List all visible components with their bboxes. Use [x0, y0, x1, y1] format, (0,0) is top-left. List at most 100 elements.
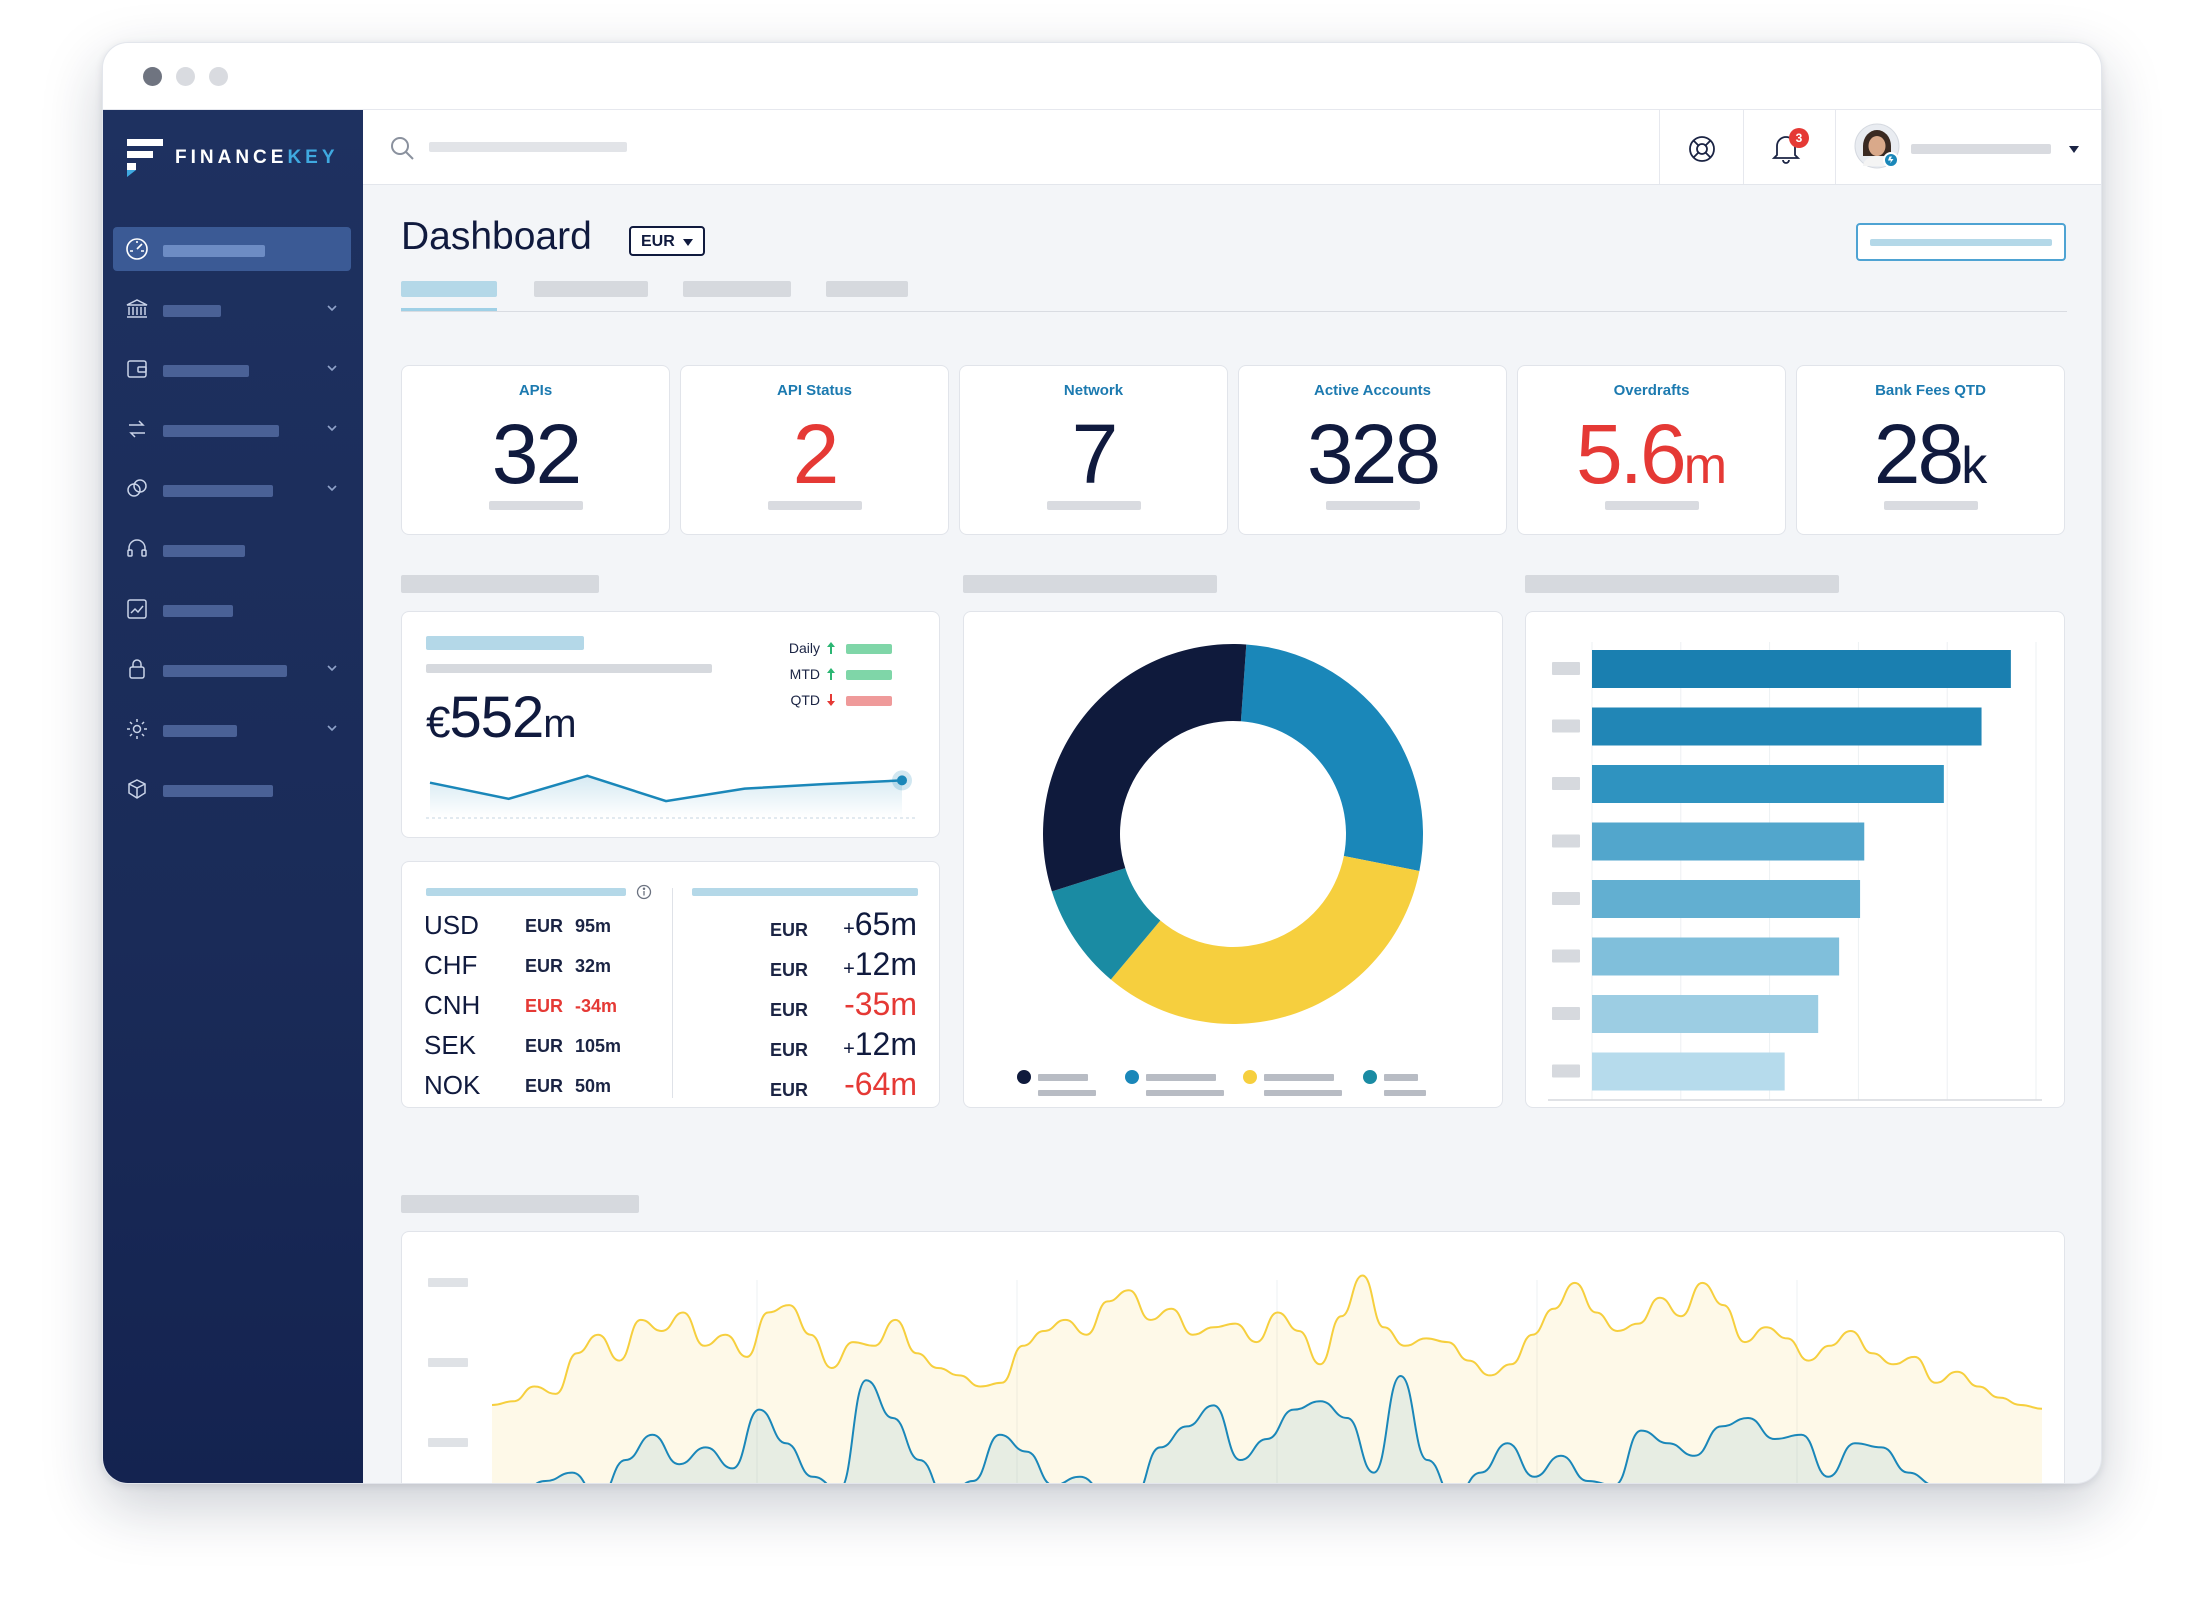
area-chart-card[interactable] [401, 1231, 2065, 1484]
cube-icon [128, 779, 146, 799]
search-icon[interactable] [389, 135, 415, 161]
bar[interactable] [1592, 995, 1819, 1033]
bar-chart-card[interactable] [1525, 611, 2065, 1108]
donut-slice[interactable] [1043, 644, 1247, 892]
y-tick-label [1552, 719, 1580, 733]
bar[interactable] [1592, 765, 1944, 803]
fx-currency-code: USD [424, 910, 479, 940]
page-title: Dashboard [401, 215, 592, 258]
chevron-down-icon [327, 725, 337, 732]
sidebar: FINANCEKEY [103, 110, 363, 1483]
tab-bar [401, 271, 2067, 312]
window-control-minimize[interactable] [176, 67, 195, 86]
tab-4[interactable] [826, 271, 908, 311]
bar-chart [1548, 642, 2042, 1101]
sidebar-item-dashboard[interactable] [113, 227, 351, 271]
kpi-card-bank-fees[interactable]: Bank Fees QTD 28k [1796, 365, 2065, 535]
notifications-button[interactable]: 3 [1769, 128, 1813, 168]
tab-2[interactable] [534, 271, 648, 311]
kpi-label: APIs [518, 382, 553, 399]
sparkline-area [430, 775, 902, 818]
tab-3[interactable] [683, 271, 791, 311]
caret-down-icon [2069, 146, 2079, 153]
area-chart [428, 1274, 2043, 1484]
fx-base-currency: EUR [525, 1036, 564, 1056]
arrow-down-icon [827, 694, 835, 706]
sidebar-item-wallet[interactable] [113, 347, 351, 391]
sidebar-item-exchange[interactable] [113, 467, 351, 511]
header-action-button[interactable] [1856, 223, 2066, 261]
balance-value: €552m [426, 685, 577, 750]
trend-label-daily: Daily [788, 640, 820, 656]
user-menu[interactable] [1853, 120, 2093, 174]
kpi-card-api-status[interactable]: API Status 2 [680, 365, 949, 535]
tab-1[interactable] [401, 271, 497, 311]
support-lifebuoy-icon[interactable] [1687, 134, 1717, 164]
y-tick-label [1552, 777, 1580, 790]
fx-card[interactable]: USD EUR 95m CHF EUR 32m CNH EUR -34m SEK EUR 105m NO… [401, 861, 940, 1108]
search-input[interactable] [429, 142, 627, 152]
report-icon [127, 599, 147, 619]
kpi-card-overdrafts[interactable]: Overdrafts 5.6m [1517, 365, 1786, 535]
sidebar-item-reports[interactable] [113, 587, 351, 631]
legend-swatch [1363, 1070, 1377, 1084]
y-tick-label [1552, 834, 1580, 848]
kpi-value: 28k [1873, 407, 1988, 501]
window-control-close[interactable] [143, 67, 162, 86]
bank-icon [126, 299, 148, 318]
chevron-down-icon [327, 485, 337, 492]
kpi-label: Active Accounts [1314, 382, 1431, 399]
fx-base-currency: EUR [525, 956, 564, 976]
fx-delta-currency: EUR [770, 1040, 809, 1060]
kpi-card-network[interactable]: Network 7 [959, 365, 1228, 535]
donut-slice[interactable] [1110, 855, 1420, 1024]
area-fill [492, 1275, 2042, 1483]
sidebar-item-banks[interactable] [113, 287, 351, 331]
chevron-down-icon [327, 305, 337, 312]
bar[interactable] [1592, 1052, 1785, 1091]
fx-amount: 95m [575, 916, 612, 936]
donut-slice[interactable] [1051, 868, 1161, 980]
sidebar-item-security[interactable] [113, 647, 351, 691]
window-control-maximize[interactable] [209, 67, 228, 86]
balance-card[interactable]: €552m Daily MTD QTD [401, 611, 940, 838]
fx-delta-currency: EUR [770, 920, 809, 940]
caret-down-icon [683, 239, 693, 246]
bar[interactable] [1592, 822, 1865, 861]
chevron-down-icon [327, 365, 337, 372]
legend-sublabel [1038, 1090, 1096, 1096]
fx-delta-value: -64m [844, 1066, 917, 1102]
headset-icon [127, 539, 147, 557]
gear-icon [127, 719, 147, 739]
info-icon[interactable] [636, 884, 652, 900]
y-tick-label [428, 1438, 468, 1447]
sidebar-item-integrations[interactable] [113, 767, 351, 811]
y-tick-label [428, 1278, 468, 1287]
donut-card[interactable] [963, 611, 1503, 1108]
fx-currency-code: NOK [424, 1070, 481, 1100]
balance-sparkline [426, 770, 916, 819]
area-line[interactable] [491, 1274, 2043, 1410]
bar[interactable] [1592, 937, 1840, 976]
fx-delta-value: +12m [843, 946, 917, 982]
y-tick-label [1552, 1007, 1580, 1020]
bar[interactable] [1592, 650, 2011, 688]
kpi-card-active-accounts[interactable]: Active Accounts 328 [1238, 365, 1507, 535]
legend-label [1146, 1074, 1216, 1081]
section-heading-ranking [1525, 575, 1839, 593]
currency-select[interactable]: EUR [629, 226, 705, 256]
fx-currency-code: SEK [424, 1030, 477, 1060]
kpi-card-apis[interactable]: APIs 32 [401, 365, 670, 535]
bar[interactable] [1592, 880, 1861, 918]
sidebar-item-transfers[interactable] [113, 407, 351, 451]
avatar [1854, 123, 1900, 169]
fx-amount: 50m [575, 1076, 612, 1096]
brand-logo[interactable]: FINANCEKEY [103, 110, 363, 200]
fx-delta-value: -35m [844, 986, 917, 1022]
sidebar-item-settings[interactable] [113, 707, 351, 751]
area-line[interactable] [492, 1374, 2042, 1484]
app-window: FINANCEKEY [102, 42, 2102, 1484]
donut-slice[interactable] [1240, 644, 1423, 871]
bar[interactable] [1592, 707, 1982, 746]
sidebar-item-support[interactable] [113, 527, 351, 571]
